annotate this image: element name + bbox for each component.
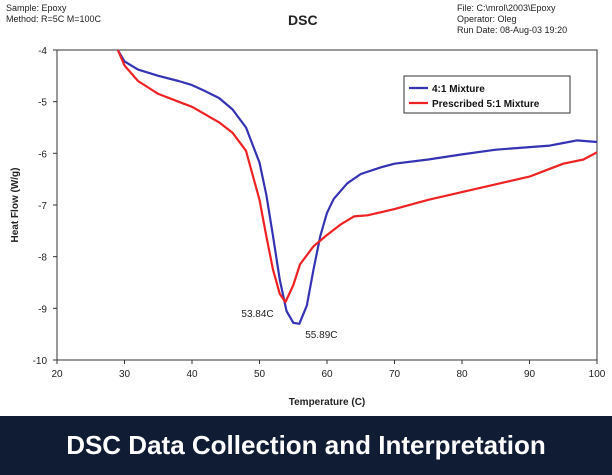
file-label: File: C:\mrol\2003\Epoxy	[457, 3, 556, 13]
dsc-chart: 20 30 40 50 60 70 80 90 100 -4 -5 -6 -7 -8 -9 -10 Temper…	[10, 46, 606, 408]
chart-title: DSC	[288, 12, 318, 28]
x-tick-label: 100	[589, 369, 606, 380]
y-tick-label: -7	[38, 201, 47, 212]
x-axis-label: Temperature (C)	[289, 397, 366, 408]
x-tick-label: 40	[186, 369, 198, 380]
x-tick-label: 30	[119, 369, 131, 380]
y-tick-label: -8	[38, 253, 47, 264]
x-tick-label: 60	[321, 369, 333, 380]
caption-banner: DSC Data Collection and Interpretation	[0, 416, 612, 475]
y-tick-label: -5	[38, 98, 47, 109]
operator-label: Operator: Oleg	[457, 14, 517, 24]
y-axis-label: Heat Flow (W/g)	[10, 168, 21, 243]
x-tick-label: 50	[254, 369, 266, 380]
method-label: Method: R=5C M=100C	[6, 14, 102, 24]
x-tick-label: 20	[51, 369, 63, 380]
y-tick-label: -4	[38, 46, 47, 57]
x-tick-label: 70	[389, 369, 401, 380]
peak-annotation: 53.84C	[241, 309, 273, 320]
run-date-label: Run Date: 08-Aug-03 19:20	[457, 25, 568, 35]
header-left: Sample: Epoxy Method: R=5C M=100C	[6, 3, 101, 25]
y-tick-label: -10	[33, 356, 48, 367]
y-tick-label: -6	[38, 149, 47, 160]
peak-annotation: 55.89C	[305, 330, 337, 341]
legend-box	[403, 75, 571, 114]
x-tick-label: 90	[524, 369, 536, 380]
legend-label: 4:1 Mixture	[432, 84, 485, 95]
sample-label: Sample: Epoxy	[6, 3, 67, 13]
y-tick-label: -9	[38, 304, 47, 315]
series-line-five-to-one	[116, 49, 598, 304]
legend-label: Prescribed 5:1 Mixture	[432, 99, 540, 110]
x-tick-label: 80	[456, 369, 468, 380]
series-line-four-to-one	[116, 49, 598, 325]
header-right: File: C:\mrol\2003\Epoxy Operator: Oleg …	[457, 3, 567, 36]
